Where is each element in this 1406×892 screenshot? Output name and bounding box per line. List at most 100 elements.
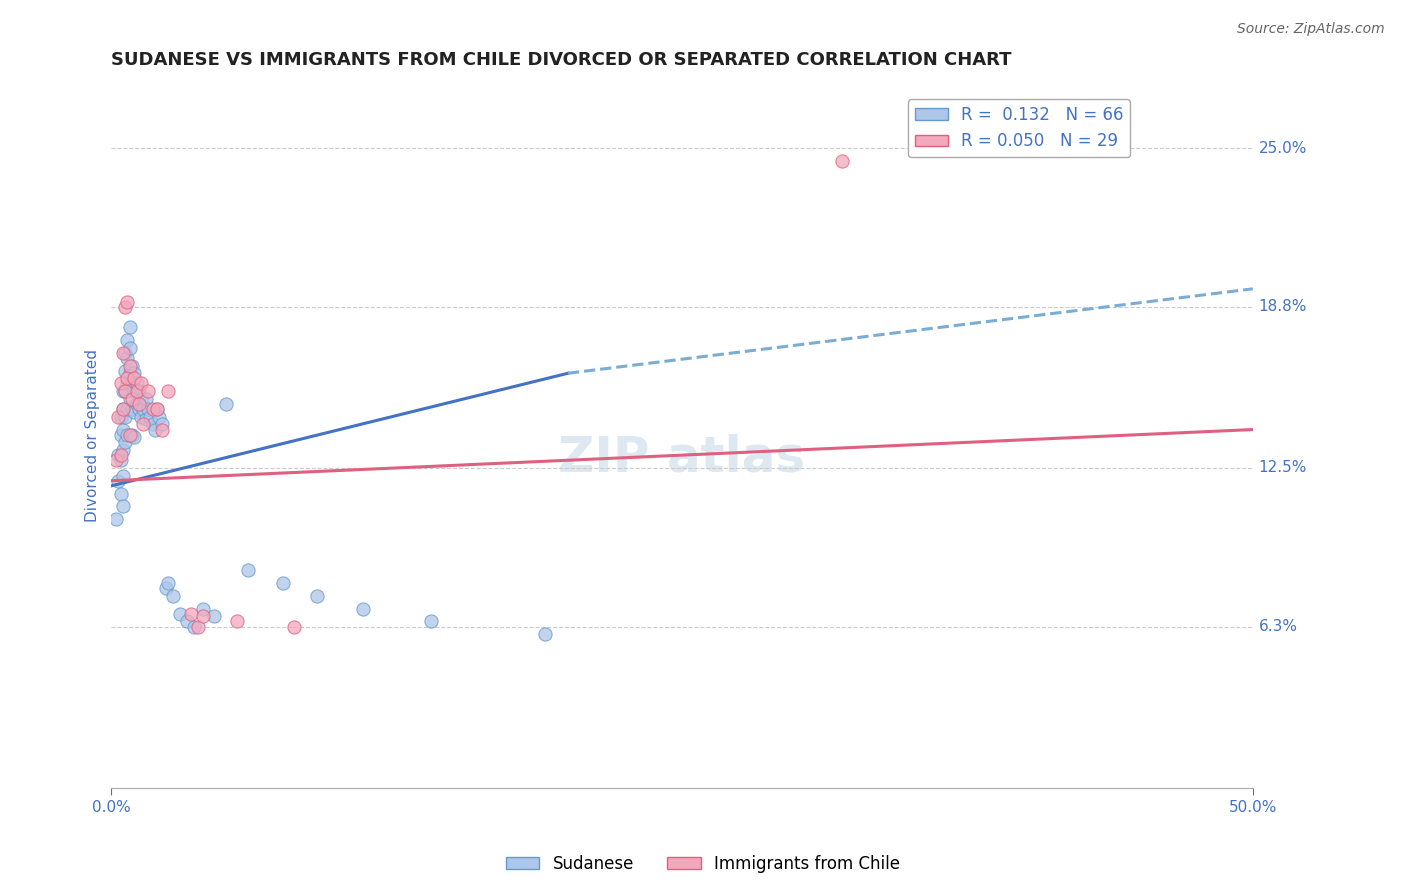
Point [111, 442, 134, 457]
Point [117, 333, 139, 347]
Point [114, 364, 136, 378]
Point [117, 294, 139, 309]
Point [122, 430, 145, 444]
Point [114, 345, 136, 359]
Point [110, 409, 132, 424]
Point [110, 448, 132, 462]
Point [169, 607, 191, 621]
Text: Source: ZipAtlas.com: Source: ZipAtlas.com [1237, 22, 1385, 37]
Legend: Sudanese, Immigrants from Chile: Sudanese, Immigrants from Chile [499, 848, 907, 880]
Point [118, 320, 141, 334]
Point [121, 359, 143, 373]
Point [157, 384, 180, 399]
Point [110, 453, 132, 467]
Point [121, 392, 143, 406]
Point [117, 351, 139, 365]
Point [143, 423, 166, 437]
Point [118, 366, 141, 380]
Point [128, 384, 150, 399]
Point [117, 371, 139, 385]
Point [111, 384, 134, 399]
Point [136, 402, 159, 417]
Point [104, 453, 127, 467]
Text: 6.3%: 6.3% [1258, 619, 1298, 634]
Point [176, 615, 198, 629]
Text: 12.5%: 12.5% [1258, 460, 1308, 475]
Point [122, 384, 145, 399]
Point [146, 402, 169, 417]
Legend: R =  0.132   N = 66, R = 0.050   N = 29: R = 0.132 N = 66, R = 0.050 N = 29 [908, 100, 1130, 157]
Point [111, 423, 134, 437]
Point [111, 468, 134, 483]
Point [125, 376, 148, 391]
Point [114, 384, 136, 399]
Point [202, 609, 225, 624]
Point [111, 402, 134, 417]
Point [118, 341, 141, 355]
Point [180, 607, 202, 621]
Point [128, 402, 150, 417]
Text: ZIP atlas: ZIP atlas [558, 433, 806, 481]
Point [114, 300, 136, 314]
Point [136, 384, 159, 399]
Point [114, 384, 136, 399]
Point [146, 402, 169, 417]
Point [114, 409, 136, 424]
Point [191, 601, 214, 615]
Point [305, 589, 328, 603]
Point [117, 376, 139, 391]
Point [107, 448, 129, 462]
Point [122, 371, 145, 385]
Point [129, 409, 152, 424]
Point [135, 412, 157, 426]
Point [107, 409, 129, 424]
Point [111, 402, 134, 417]
Point [141, 417, 163, 432]
Point [534, 627, 557, 641]
Point [162, 589, 184, 603]
Point [187, 619, 209, 633]
Point [139, 409, 162, 424]
Point [118, 359, 141, 373]
Point [111, 500, 134, 514]
Point [155, 581, 177, 595]
Text: SUDANESE VS IMMIGRANTS FROM CHILE DIVORCED OR SEPARATED CORRELATION CHART: SUDANESE VS IMMIGRANTS FROM CHILE DIVORC… [111, 51, 1012, 69]
Point [150, 417, 173, 432]
Text: 18.8%: 18.8% [1258, 299, 1308, 314]
Point [132, 417, 155, 432]
Point [831, 153, 853, 168]
Point [122, 404, 145, 418]
Point [226, 615, 249, 629]
Point [121, 376, 143, 391]
Point [111, 345, 134, 359]
Point [107, 474, 129, 488]
Point [283, 619, 305, 633]
Point [125, 397, 148, 411]
Point [117, 402, 139, 417]
Point [118, 392, 141, 406]
Point [125, 384, 148, 399]
Point [117, 427, 139, 442]
Y-axis label: Divorced or Separated: Divorced or Separated [86, 350, 100, 523]
Point [132, 402, 155, 417]
Point [420, 615, 443, 629]
Point [135, 392, 157, 406]
Point [191, 609, 214, 624]
Point [148, 409, 170, 424]
Text: 25.0%: 25.0% [1258, 141, 1308, 155]
Point [110, 427, 132, 442]
Point [122, 366, 145, 380]
Point [271, 576, 294, 591]
Point [352, 601, 374, 615]
Point [121, 427, 143, 442]
Point [104, 512, 127, 526]
Point [238, 563, 260, 577]
Point [121, 402, 143, 417]
Point [183, 619, 205, 633]
Point [129, 376, 152, 391]
Point [114, 435, 136, 450]
Point [110, 376, 132, 391]
Point [128, 397, 150, 411]
Point [141, 402, 163, 417]
Point [157, 576, 180, 591]
